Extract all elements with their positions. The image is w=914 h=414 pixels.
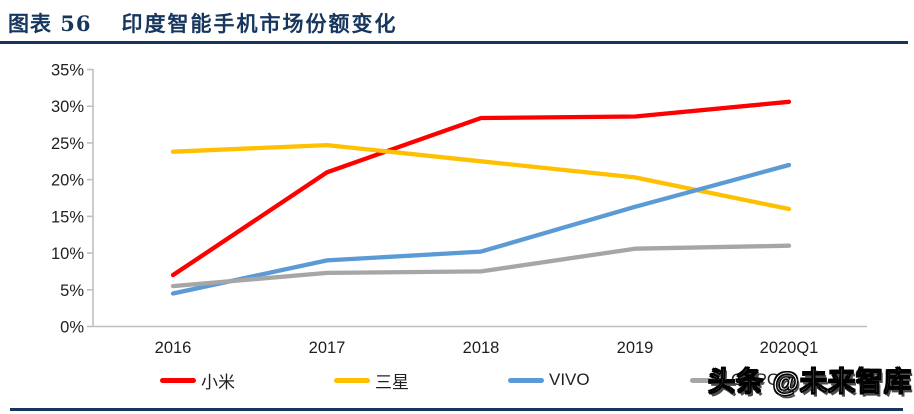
x-tick-label: 2020Q1 xyxy=(760,339,819,357)
figure-number: 图表 56 xyxy=(8,11,92,36)
y-tick-label: 30% xyxy=(51,98,84,116)
y-tick-label: 20% xyxy=(51,172,84,190)
series-line-3 xyxy=(170,243,792,289)
x-tick-label: 2016 xyxy=(155,339,192,357)
series-line-2 xyxy=(170,162,792,296)
y-tick-label: 35% xyxy=(51,62,84,80)
y-tick-label: 10% xyxy=(51,245,84,263)
x-tick-label: 2017 xyxy=(309,339,346,357)
y-tick-label: 15% xyxy=(51,208,84,226)
series-line-1 xyxy=(170,142,792,212)
figure-title: 印度智能手机市场份额变化 xyxy=(121,11,398,36)
x-tick-label: 2018 xyxy=(463,339,500,357)
y-tick-label: 0% xyxy=(60,319,84,337)
series-line-0 xyxy=(170,99,792,278)
footer-rule xyxy=(10,408,903,411)
x-tick-label: 2019 xyxy=(617,339,654,357)
y-tick-label: 25% xyxy=(51,135,84,153)
watermark: 头条 @未来智库 xyxy=(708,367,912,398)
y-tick-label: 5% xyxy=(60,282,84,300)
figure-caption: 图表 56 印度智能手机市场份额变化 xyxy=(8,8,398,38)
caption-underline xyxy=(0,41,908,44)
